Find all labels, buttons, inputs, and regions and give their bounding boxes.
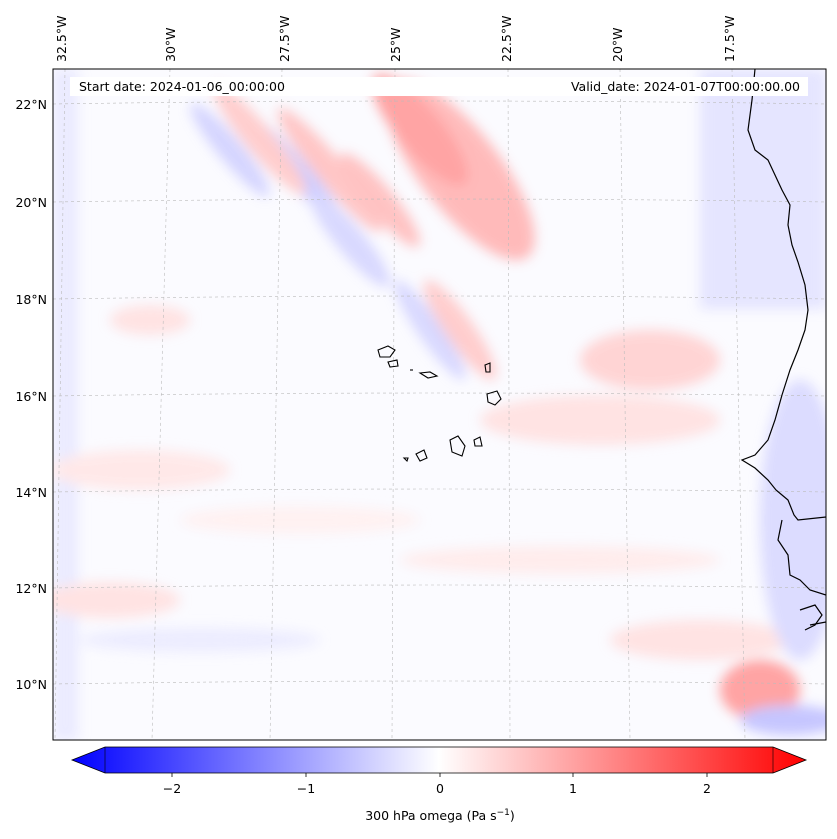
- lat-label-12n: 12°N: [15, 581, 47, 596]
- start-date-label: Start date: 2024-01-06_00:00:00: [79, 79, 285, 94]
- colorbar-tick-1: 1: [569, 781, 577, 796]
- lat-labels: 22°N 20°N 18°N 16°N 14°N 12°N 10°N: [15, 97, 47, 692]
- colorbar-tick-2: 2: [703, 781, 711, 796]
- lon-label-17p5w: 17.5°W: [722, 16, 737, 62]
- colorbar-label-sup: −1: [497, 808, 510, 818]
- lat-label-22n: 22°N: [15, 97, 47, 112]
- lon-label-22p5w: 22.5°W: [499, 16, 514, 62]
- colorbar: −2 −1 0 1 2 300 hPa omega (Pa s−1): [70, 746, 808, 823]
- lat-label-14n: 14°N: [15, 485, 47, 500]
- graticule: [53, 69, 826, 740]
- lon-label-30w: 30°W: [163, 27, 178, 62]
- colorbar-label-end: ): [510, 808, 515, 823]
- omega-field: [53, 69, 826, 740]
- lat-label-20n: 20°N: [15, 195, 47, 210]
- valid-date-label: Valid_date: 2024-01-07T00:00:00.00: [571, 79, 800, 94]
- colorbar-label: 300 hPa omega (Pa s−1): [365, 808, 515, 823]
- lon-labels: 32.5°W 30°W 27.5°W 25°W 22.5°W 20°W 17.5…: [54, 16, 737, 62]
- date-band: [70, 77, 808, 96]
- lat-label-10n: 10°N: [15, 677, 47, 692]
- lon-label-27p5w: 27.5°W: [277, 16, 292, 62]
- colorbar-tick-neg1: −1: [297, 781, 315, 796]
- lon-label-32p5w: 32.5°W: [54, 16, 69, 62]
- lon-label-25w: 25°W: [388, 27, 403, 62]
- colorbar-label-main: 300 hPa omega (Pa s: [365, 808, 496, 823]
- lat-label-18n: 18°N: [15, 292, 47, 307]
- coastline: [740, 69, 826, 631]
- cape-verde-islands: [377, 345, 502, 463]
- colorbar-tick-neg2: −2: [163, 781, 181, 796]
- lon-label-20w: 20°W: [610, 27, 625, 62]
- colorbar-tick-0: 0: [436, 781, 444, 796]
- map-frame: [52, 68, 827, 741]
- colorbar-gradient: [70, 746, 808, 774]
- lat-label-16n: 16°N: [15, 389, 47, 404]
